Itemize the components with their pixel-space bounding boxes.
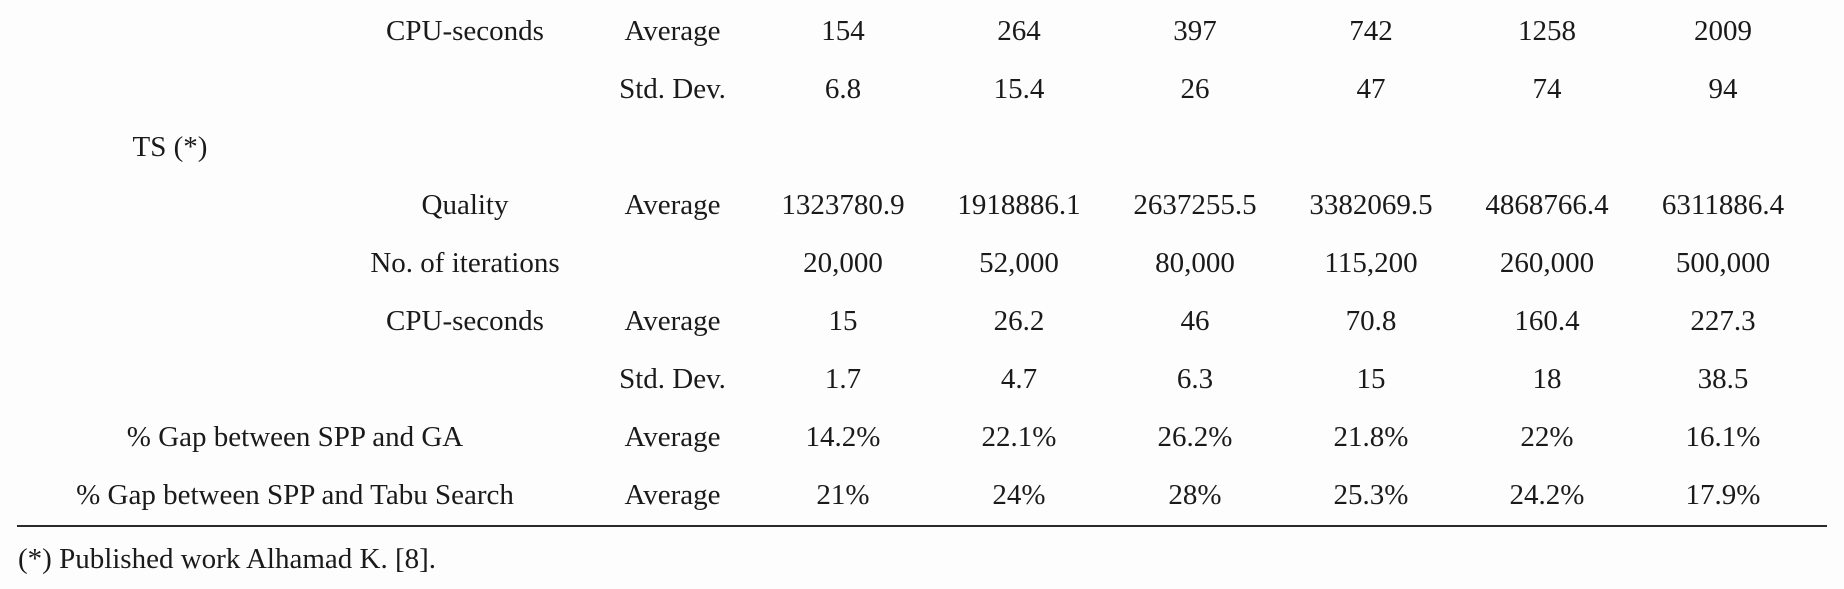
value-cell: 742 xyxy=(1349,15,1393,48)
value-cell: 227.3 xyxy=(1690,305,1756,338)
value-cell: 154 xyxy=(821,15,865,48)
value-cell: 160.4 xyxy=(1514,305,1580,338)
value-cell: 26 xyxy=(1180,73,1210,106)
value-cell: 2637255.5 xyxy=(1133,189,1257,222)
value-cell: 24% xyxy=(992,479,1046,512)
value-cell: 500,000 xyxy=(1675,247,1771,280)
value-cell: 17.9% xyxy=(1685,479,1761,512)
metric-cell: Quality xyxy=(421,189,509,222)
value-cell: 6.8 xyxy=(824,73,862,106)
table-row: % Gap between SPP and Tabu Search Averag… xyxy=(0,467,1844,525)
value-cell: 21.8% xyxy=(1333,421,1409,454)
value-cell: 1258 xyxy=(1518,15,1576,48)
value-cell: 38.5 xyxy=(1697,363,1749,396)
value-cell: 70.8 xyxy=(1345,305,1397,338)
value-cell: 4868766.4 xyxy=(1485,189,1609,222)
table-bottom-rule xyxy=(17,525,1827,527)
metric-cell: CPU-seconds xyxy=(386,305,544,338)
value-cell: 397 xyxy=(1173,15,1217,48)
value-cell: 15.4 xyxy=(993,73,1045,106)
metric-cell: No. of iterations xyxy=(370,247,560,280)
gap-label-cell: % Gap between SPP and GA xyxy=(126,421,464,454)
table-row: TS (*) xyxy=(0,119,1844,177)
value-cell: 20,000 xyxy=(803,247,883,280)
value-cell: 21% xyxy=(816,479,870,512)
value-cell: 115,200 xyxy=(1324,247,1418,280)
gap-label-cell: % Gap between SPP and Tabu Search xyxy=(76,479,514,512)
stat-cell: Average xyxy=(624,15,721,48)
value-cell: 2009 xyxy=(1694,15,1752,48)
value-cell: 18 xyxy=(1532,363,1562,396)
value-cell: 1918886.1 xyxy=(957,189,1081,222)
table-row: CPU-seconds Average 15 26.2 46 70.8 160.… xyxy=(0,293,1844,351)
metric-cell: CPU-seconds xyxy=(386,15,544,48)
value-cell: 1323780.9 xyxy=(781,189,905,222)
value-cell: 14.2% xyxy=(805,421,881,454)
stat-cell: Std. Dev. xyxy=(619,73,726,106)
value-cell: 15 xyxy=(1356,363,1386,396)
value-cell: 26.2 xyxy=(993,305,1045,338)
value-cell: 94 xyxy=(1708,73,1738,106)
value-cell: 52,000 xyxy=(979,247,1059,280)
stat-cell: Average xyxy=(624,189,721,222)
value-cell: 6.3 xyxy=(1176,363,1214,396)
value-cell: 15 xyxy=(828,305,858,338)
stat-cell: Average xyxy=(624,305,721,338)
table-row: No. of iterations 20,000 52,000 80,000 1… xyxy=(0,235,1844,293)
table-row: Std. Dev. 1.7 4.7 6.3 15 18 38.5 xyxy=(0,351,1844,409)
table-row: % Gap between SPP and GA Average 14.2% 2… xyxy=(0,409,1844,467)
value-cell: 24.2% xyxy=(1509,479,1585,512)
value-cell: 25.3% xyxy=(1333,479,1409,512)
value-cell: 4.7 xyxy=(1000,363,1038,396)
value-cell: 26.2% xyxy=(1157,421,1233,454)
table-row: Std. Dev. 6.8 15.4 26 47 74 94 xyxy=(0,61,1844,119)
value-cell: 74 xyxy=(1532,73,1562,106)
stat-cell: Std. Dev. xyxy=(619,363,726,396)
value-cell: 47 xyxy=(1356,73,1386,106)
table-row: CPU-seconds Average 154 264 397 742 1258… xyxy=(0,3,1844,61)
value-cell: 80,000 xyxy=(1155,247,1235,280)
value-cell: 3382069.5 xyxy=(1309,189,1433,222)
value-cell: 22% xyxy=(1520,421,1574,454)
value-cell: 22.1% xyxy=(981,421,1057,454)
value-cell: 16.1% xyxy=(1685,421,1761,454)
stat-cell: Average xyxy=(624,479,721,512)
table-row: Quality Average 1323780.9 1918886.1 2637… xyxy=(0,177,1844,235)
value-cell: 46 xyxy=(1180,305,1210,338)
value-cell: 264 xyxy=(997,15,1041,48)
value-cell: 1.7 xyxy=(824,363,862,396)
stat-cell: Average xyxy=(624,421,721,454)
method-cell: TS (*) xyxy=(132,131,208,164)
value-cell: 6311886.4 xyxy=(1661,189,1785,222)
value-cell: 260,000 xyxy=(1499,247,1595,280)
results-table: CPU-seconds Average 154 264 397 742 1258… xyxy=(0,3,1844,525)
value-cell: 28% xyxy=(1168,479,1222,512)
table-footnote: (*) Published work Alhamad K. [8]. xyxy=(18,543,437,575)
